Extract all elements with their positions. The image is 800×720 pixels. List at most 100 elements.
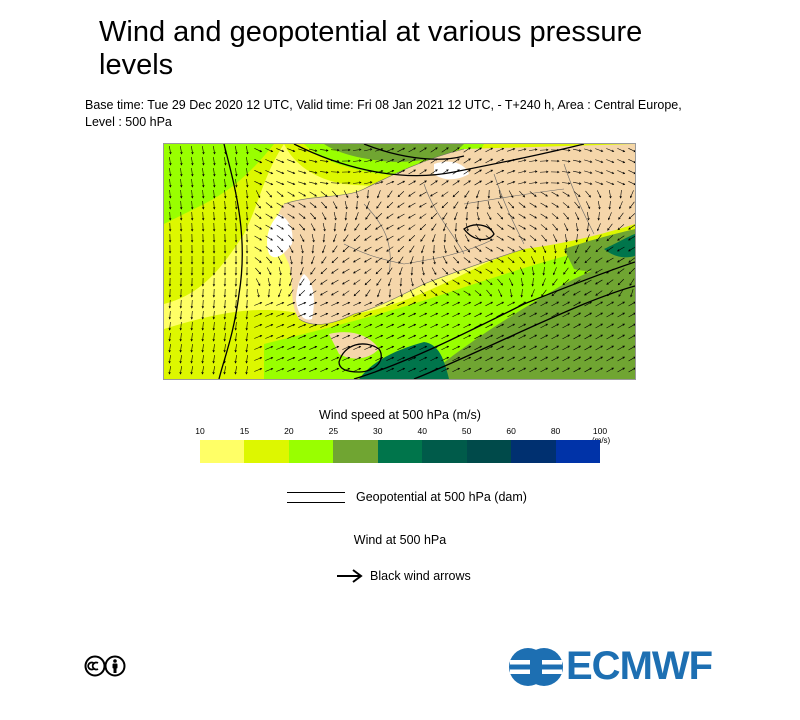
wind-arrow: [430, 147, 438, 153]
wind-arrow: [375, 345, 384, 350]
wind-arrow: [430, 356, 439, 362]
wind-arrow: [507, 159, 516, 163]
wind-arrow: [352, 170, 362, 173]
wind-arrow: [364, 334, 373, 339]
wind-arrow: [475, 223, 481, 232]
wind-arrow: [408, 213, 416, 219]
wind-arrow: [245, 211, 249, 221]
wind-arrow: [169, 146, 172, 155]
wind-arrow: [496, 246, 505, 252]
wind-arrow: [321, 201, 328, 209]
wind-arrow: [213, 189, 216, 199]
wind-arrow: [298, 159, 307, 163]
wind-arrow: [596, 234, 602, 242]
wind-arrow: [287, 202, 296, 208]
wind-arrow: [497, 289, 503, 298]
wind-arrow: [563, 267, 569, 275]
wind-arrow: [311, 234, 315, 243]
wind-arrow: [179, 233, 183, 243]
wind-arrow: [298, 323, 307, 328]
wind-arrow: [540, 334, 549, 340]
sea-channel: [267, 214, 293, 258]
wind-arrow: [342, 345, 351, 350]
wind-arrow: [529, 323, 538, 329]
wind-arrow: [420, 278, 426, 287]
wind-arrow: [474, 290, 482, 296]
wind-arrow: [606, 246, 614, 252]
wind-arrow: [190, 321, 193, 331]
wind-arrow: [267, 288, 271, 298]
wind-arrow: [376, 278, 382, 286]
wind-arrows: [168, 146, 635, 375]
wind-arrow: [561, 149, 571, 152]
wind-arrow: [496, 345, 505, 351]
wind-arrow: [201, 200, 205, 210]
wind-arrow: [474, 301, 483, 307]
wind-arrow: [322, 245, 326, 254]
wind-arrow: [320, 160, 329, 163]
wind-arrow: [212, 222, 216, 232]
wind-arrow: [331, 323, 340, 328]
wind-arrow: [419, 224, 427, 231]
wind-arrow: [408, 356, 417, 361]
wind-arrow: [212, 310, 216, 320]
wind-arrow: [530, 256, 536, 265]
wind-arrow: [518, 148, 527, 152]
wind-arrow: [507, 345, 516, 351]
wind-arrow: [331, 367, 340, 372]
wind-arrow: [586, 222, 589, 232]
wind-arrow: [341, 159, 351, 163]
wind-arrow: [364, 170, 373, 174]
wind-arrow: [518, 213, 526, 219]
wind-arrow: [234, 343, 237, 353]
wind-arrow: [190, 310, 194, 320]
wind-arrow: [201, 343, 204, 353]
wind-arrow: [287, 181, 296, 185]
wind-arrow: [364, 257, 372, 263]
wind-arrow: [246, 146, 249, 155]
wind-arrow: [386, 323, 395, 328]
wind-arrow: [443, 233, 447, 243]
wind-arrow: [563, 256, 568, 265]
wind-arrow: [364, 268, 372, 274]
wind-arrow: [496, 224, 504, 230]
wind-arrow: [453, 256, 460, 264]
wind-arrow: [388, 278, 392, 287]
ecmwf-logo[interactable]: ECMWF: [508, 644, 718, 688]
wind-arrow: [419, 202, 427, 208]
wind-arrow: [441, 334, 450, 340]
wind-arrow: [508, 190, 514, 199]
wind-arrow: [298, 170, 307, 174]
wind-arrow: [452, 323, 461, 329]
wind-arrow: [375, 246, 383, 252]
wind-arrow: [550, 170, 560, 174]
wind-arrow: [595, 323, 604, 329]
wind-arrow: [561, 171, 571, 174]
wind-arrow: [496, 158, 505, 163]
wind-arrow: [496, 235, 504, 241]
wind-arrow: [320, 356, 329, 361]
wind-arrow: [342, 301, 351, 306]
wind-arrow: [364, 224, 372, 231]
wind-arrow: [168, 233, 172, 243]
wind-map[interactable]: [163, 143, 636, 380]
wind-arrow: [608, 200, 611, 210]
wind-arrow: [342, 334, 351, 339]
wind-arrow: [179, 222, 183, 232]
wind-arrow: [179, 343, 182, 353]
wind-arrow: [430, 345, 439, 351]
wind-arrow: [179, 277, 183, 287]
wind-arrow: [223, 366, 226, 375]
wind-arrow: [397, 147, 406, 153]
wind-arrow: [408, 312, 417, 317]
wind-arrow: [190, 366, 193, 375]
wind-arrow: [541, 245, 547, 254]
wind-arrow: [609, 190, 612, 199]
wind-arrow: [606, 148, 615, 153]
wind-arrow: [298, 191, 307, 197]
wind-arrow: [561, 182, 571, 185]
wind-arrow: [353, 246, 361, 252]
wind-arrow: [518, 334, 527, 340]
wind-arrow: [430, 158, 438, 164]
wind-arrow: [496, 356, 505, 362]
